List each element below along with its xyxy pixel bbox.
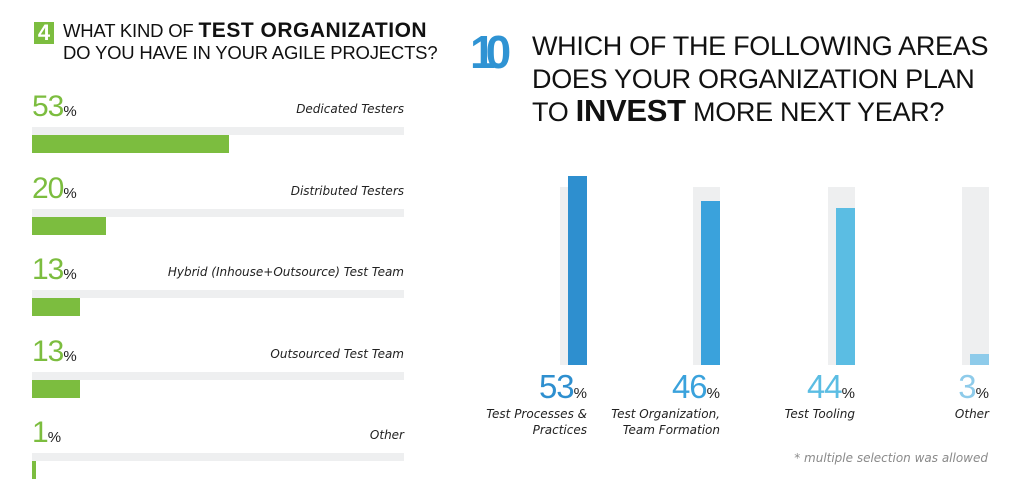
percent-sign: % [975,385,989,402]
value-number: 53 [538,368,575,405]
bar [836,208,855,365]
bar-value: 3% [958,370,989,409]
bar-track [32,208,404,217]
bar-value: 44% [807,370,855,409]
bar [32,461,36,479]
percent-sign: % [63,103,77,120]
bar-label: Dedicated Testers [296,102,404,116]
bar-track [32,127,404,135]
bar [32,135,230,153]
bar-value: 1% [32,418,61,453]
right-chart-title: WHICH OF THE FOLLOWING AREAS DOES YOUR O… [532,30,988,129]
bar [701,200,720,365]
bar-label: Outsourced Test Team [270,346,404,361]
value-number: 46 [671,368,708,405]
footnote: * multiple selection was allowed [794,451,988,465]
value-number: 13 [32,253,64,286]
percent-sign: % [63,184,77,202]
bar [970,354,989,365]
title-text: MORE NEXT YEAR? [693,97,945,127]
title-text: WHICH OF THE FOLLOWING AREAS [532,31,989,61]
question-number: 4 [37,22,51,44]
value-number: 13 [32,334,64,368]
value-number: 20 [32,171,64,205]
percent-sign: % [47,429,62,446]
title-text: WHAT KIND OF [63,20,194,41]
title-bold: INVEST [575,93,686,128]
value-number: 3 [958,368,976,405]
bar [32,216,107,235]
bar [568,176,587,365]
value-number: 44 [806,368,843,405]
title-text: DOES YOUR ORGANIZATION PLAN [532,63,975,94]
bar-label: Practices [532,423,587,437]
question-4-icon: 4 [34,22,54,44]
bar-label: Other [369,428,404,442]
percent-sign: % [63,266,77,283]
bar-value: 53% [539,370,587,409]
bar-label: Test Processes & [486,407,587,421]
value-number: 53 [32,90,64,123]
bar-track [32,453,404,461]
bar-label: Test Tooling [784,407,855,421]
bar-value: 13% [32,255,77,290]
percent-sign: % [573,385,587,402]
title-text: DO YOU HAVE IN YOUR AGILE PROJECTS? [63,42,438,63]
bar-value: 13% [32,334,77,372]
bar [32,379,81,398]
bar-track [962,187,989,365]
bar-track [32,371,404,380]
question-10-icon: 10 [470,33,516,71]
bar-value: 53% [32,92,77,127]
title-bold: TEST ORGANIZATION [198,19,428,42]
bar-value: 46% [672,370,720,409]
bar-value: 20% [32,171,77,209]
bar-label: Other [954,407,989,421]
title-text: TO [532,97,569,127]
percent-sign: % [63,347,77,365]
bar [32,298,81,316]
bar-label: Distributed Testers [290,183,404,198]
bar-track [32,290,404,298]
percent-sign: % [706,385,720,402]
question-number: 10 [470,33,511,71]
bar-label: Team Formation [622,423,720,437]
bar-label: Hybrid (Inhouse+Outsource) Test Team [167,265,404,279]
bar-label: Test Organization, [611,407,720,421]
left-chart-title: WHAT KIND OF TEST ORGANIZATION DO YOU HA… [63,19,438,64]
percent-sign: % [841,385,855,402]
value-number: 1 [32,416,49,449]
